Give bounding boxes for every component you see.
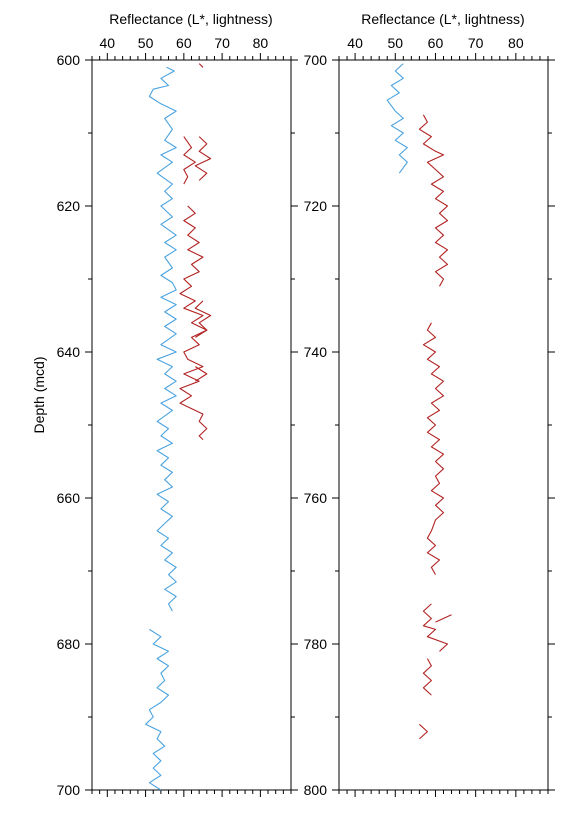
left-series-0-segment — [148, 66, 177, 612]
right-series-1-segment — [422, 603, 449, 652]
right-series-1-segment — [435, 614, 452, 623]
right-series-0-segment — [386, 63, 408, 174]
left-x-tick-label: 80 — [253, 35, 269, 51]
left-y-tick-label: 700 — [57, 782, 81, 798]
left-series-1-segment — [183, 136, 196, 185]
left-series-1-segment — [195, 366, 208, 382]
left-plot-frame — [91, 59, 292, 791]
left-y-tick-label: 620 — [57, 198, 81, 214]
left-series-group — [145, 63, 212, 791]
right-y-tick-label: 720 — [304, 198, 328, 214]
left-series-0-segment — [145, 628, 170, 791]
left-series-1-segment — [198, 63, 204, 68]
left-x-axis-title: Reflectance (L*, lightness) — [109, 11, 272, 27]
left-x-tick-label: 70 — [214, 35, 230, 51]
right-axis-ticks: 40 50 60 70 80 700 720 740 760 780 800 — [304, 35, 555, 798]
left-axis-ticks: 40 50 60 70 80 600 620 640 660 680 700 — [57, 35, 298, 798]
left-series-1-segment — [194, 300, 212, 338]
right-y-tick-label: 740 — [304, 344, 328, 360]
right-y-tick-label: 760 — [304, 490, 328, 506]
right-y-tick-label: 780 — [304, 636, 328, 652]
right-series-1-segment — [422, 658, 432, 696]
right-x-axis-title: Reflectance (L*, lightness) — [361, 11, 524, 27]
left-series-1-segment — [194, 136, 212, 181]
left-y-tick-label: 640 — [57, 344, 81, 360]
right-series-1-segment — [422, 322, 445, 575]
right-y-tick-label: 700 — [304, 52, 328, 68]
right-series-1-segment — [419, 723, 428, 740]
right-x-tick-label: 60 — [428, 35, 444, 51]
left-x-tick-label: 40 — [100, 35, 116, 51]
left-x-tick-label: 50 — [138, 35, 154, 51]
right-x-tick-label: 40 — [347, 35, 363, 51]
right-plot-frame — [338, 59, 549, 791]
right-y-tick-label: 800 — [304, 782, 328, 798]
left-panel: Reflectance (L*, lightness) Depth (mcd) … — [31, 11, 298, 798]
left-y-axis-title: Depth (mcd) — [31, 356, 47, 433]
left-y-tick-label: 660 — [57, 490, 81, 506]
left-y-tick-label: 600 — [57, 52, 81, 68]
left-y-tick-label: 680 — [57, 636, 81, 652]
right-x-tick-label: 50 — [387, 35, 403, 51]
right-panel: Reflectance (L*, lightness) 40 50 60 70 80 70… — [304, 11, 555, 798]
left-series-1-segment — [179, 205, 208, 440]
right-series-1-segment — [418, 114, 449, 287]
right-series-group — [386, 63, 452, 740]
right-x-tick-label: 80 — [508, 35, 524, 51]
left-x-tick-label: 60 — [176, 35, 192, 51]
right-x-tick-label: 70 — [468, 35, 484, 51]
